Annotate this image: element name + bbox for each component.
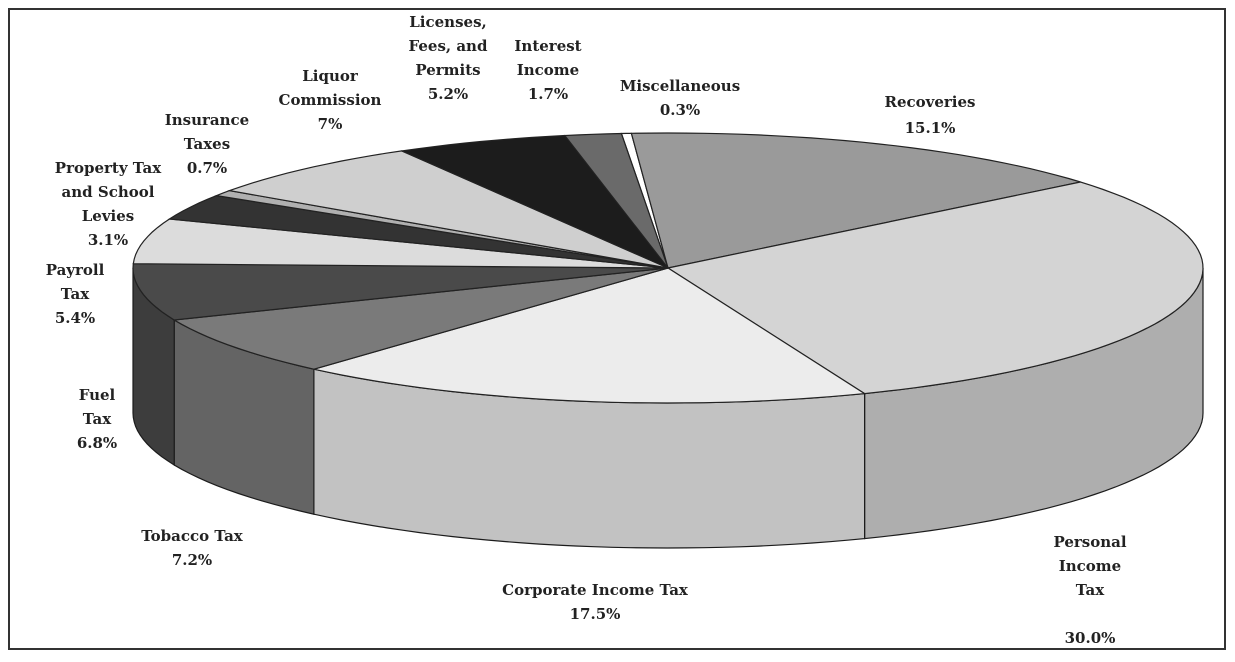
slice-label: Personal Income Tax: [1053, 533, 1127, 599]
value-label: 5.2%: [427, 85, 469, 103]
value-label: 6.8%: [76, 434, 118, 452]
value-label: 7.2%: [171, 551, 213, 569]
value-label: 0.7%: [186, 159, 228, 177]
pie-slice: [172, 267, 669, 370]
pie-slice: [227, 150, 669, 269]
pie-slice: [167, 194, 669, 269]
slice-label: Liquor Commission: [278, 67, 382, 109]
pie-slice: [313, 267, 867, 404]
value-label: 17.5%: [569, 605, 621, 623]
pie-slice: [132, 263, 669, 321]
value-label: 30.0%: [1064, 629, 1116, 647]
value-label: 1.7%: [527, 85, 569, 103]
slice-label: Insurance Taxes: [164, 111, 250, 153]
slice-label: Tobacco Tax: [141, 527, 243, 545]
slice-label: Licenses, Fees, and Permits: [408, 13, 488, 79]
slice-label: Payroll Tax: [45, 261, 105, 303]
pie-slice: [399, 134, 669, 269]
value-label: 5.4%: [54, 309, 96, 327]
slice-label: Miscellaneous: [619, 77, 741, 95]
value-label: 7%: [317, 115, 343, 133]
pie-slice: [132, 218, 669, 269]
slice-label: Recoveries: [884, 93, 976, 111]
slice-label: Fuel Tax: [78, 386, 116, 428]
slice-label: Interest Income: [514, 37, 582, 79]
value-label: 0.3%: [659, 101, 701, 119]
value-label: 15.1%: [904, 119, 956, 137]
value-label: 3.1%: [87, 231, 129, 249]
slice-label: Property Tax and School Levies: [54, 159, 162, 225]
pie-slice: [666, 181, 1204, 395]
pie-slice: [563, 132, 669, 269]
frame: [8, 8, 1226, 650]
pie-slice: [630, 132, 1081, 269]
slice-label: Corporate Income Tax: [502, 581, 688, 599]
